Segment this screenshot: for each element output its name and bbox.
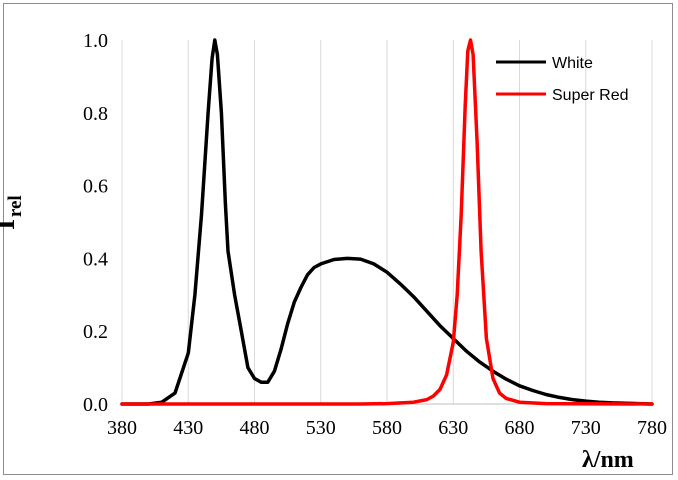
x-tick-labels: 380 430 480 530 580 630 680 730 780 [107, 417, 667, 439]
x-tick-label: 680 [505, 417, 535, 439]
series-line-white [120, 38, 654, 406]
legend-label-super-red: Super Red [552, 87, 629, 104]
y-tick-label: 0.8 [83, 103, 108, 125]
x-tick-label: 480 [240, 417, 270, 439]
x-tick-label: 780 [637, 417, 667, 439]
y-tick-label: 0.0 [83, 394, 108, 416]
y-tick-labels: 0.0 0.2 0.4 0.6 0.8 1.0 [83, 30, 108, 416]
y-tick-label: 1.0 [83, 30, 108, 52]
x-tick-label: 580 [372, 417, 402, 439]
series-line-super-red [120, 38, 654, 406]
y-tick-label: 0.6 [83, 176, 108, 198]
x-tick-label: 430 [173, 417, 203, 439]
y-axis-title-main: I [0, 219, 21, 230]
x-tick-label: 630 [438, 417, 468, 439]
y-tick-label: 0.2 [83, 321, 108, 343]
x-tick-label: 530 [306, 417, 336, 439]
y-tick-label: 0.4 [83, 248, 108, 270]
y-axis-title: Irel [0, 195, 26, 230]
x-tick-label: 730 [571, 417, 601, 439]
legend-label-white: White [552, 55, 593, 72]
x-tick-label: 380 [107, 417, 137, 439]
y-axis-title-sub: rel [5, 195, 26, 217]
series-layer [120, 38, 654, 406]
x-axis-title: λ/nm [582, 447, 634, 473]
legend: White Super Red [496, 55, 629, 104]
